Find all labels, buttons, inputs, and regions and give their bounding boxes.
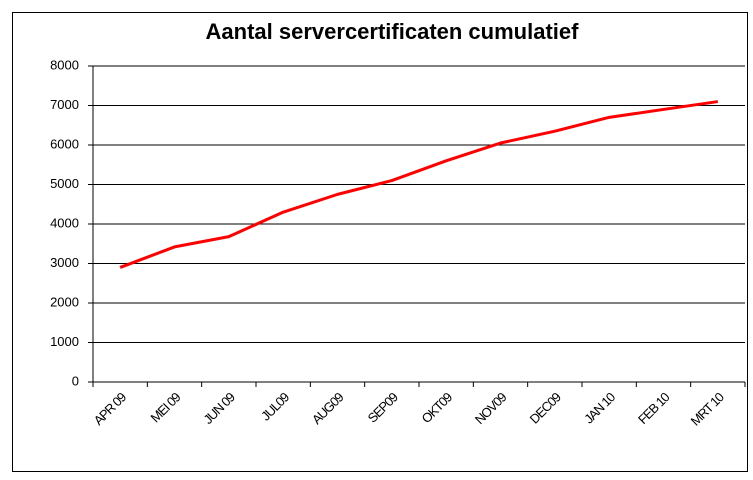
y-tick-label: 0 [72,373,79,388]
y-tick-label: 8000 [50,57,79,72]
y-tick-label: 6000 [50,136,79,151]
chart-title: Aantal servercertificaten cumulatief [206,19,580,44]
y-tick-label: 7000 [50,97,79,112]
y-tick-label: 5000 [50,176,79,191]
y-tick-label: 4000 [50,215,79,230]
y-tick-label: 3000 [50,255,79,270]
y-tick-label: 2000 [50,294,79,309]
y-tick-label: 1000 [50,334,79,349]
data-line [119,100,719,269]
chart-border [12,12,748,472]
